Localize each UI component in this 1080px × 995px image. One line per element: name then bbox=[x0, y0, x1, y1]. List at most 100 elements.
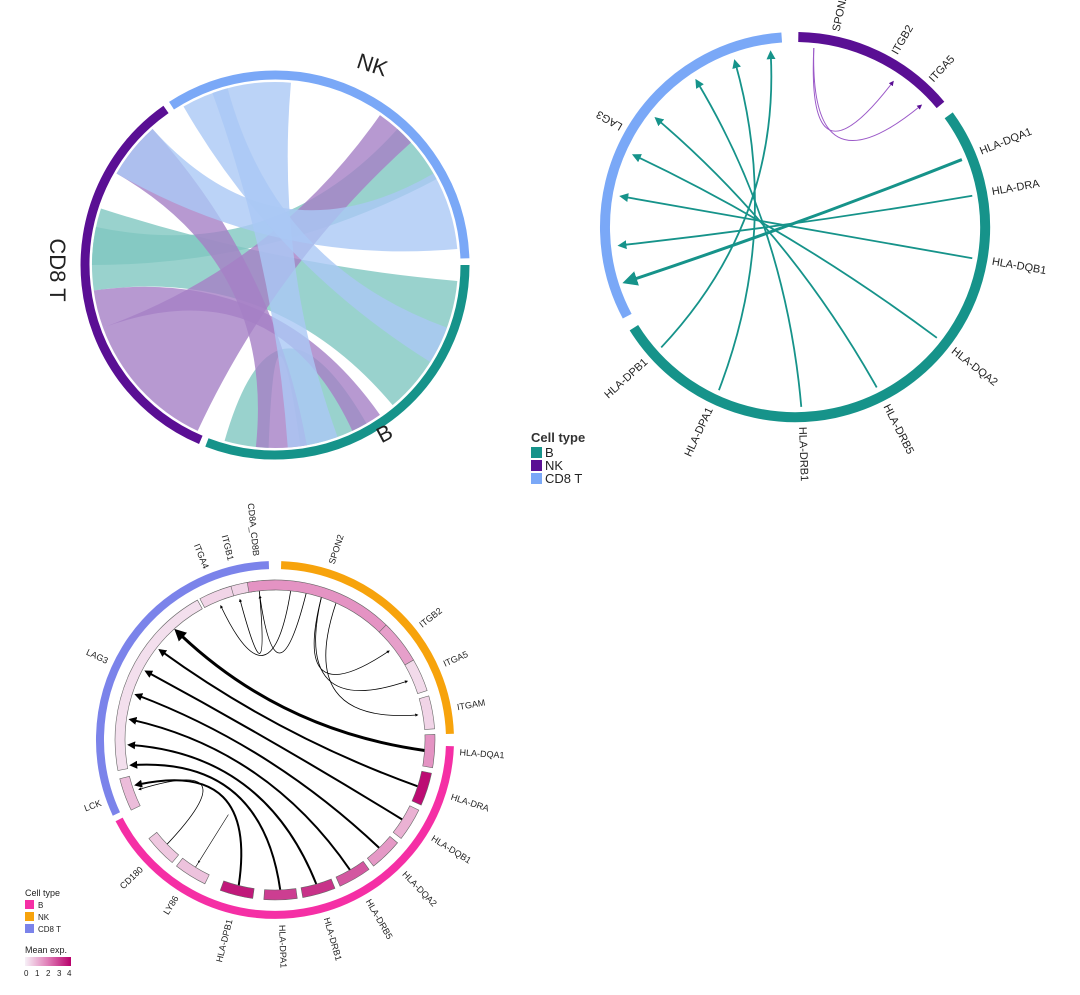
gene-label: SPON2 bbox=[831, 0, 850, 33]
sector-label-nk: NK bbox=[354, 48, 391, 81]
gene-label: LAG3 bbox=[594, 108, 624, 132]
expression-tile bbox=[176, 857, 210, 885]
panel-a-chords bbox=[92, 82, 458, 448]
sector-arc-b bbox=[205, 264, 470, 460]
ligand-receptor-link bbox=[134, 779, 243, 886]
sector-arc-nk bbox=[169, 70, 470, 259]
expression-tile bbox=[119, 775, 141, 811]
expression-tile bbox=[263, 888, 298, 901]
panel-b-legend: Cell type B NK CD8 T bbox=[531, 430, 585, 486]
legend-swatch-b bbox=[25, 900, 34, 909]
legend-title: Cell type bbox=[25, 888, 60, 898]
chord-cd8t-to-b bbox=[116, 129, 307, 448]
gene-label: HLA-DPA1 bbox=[683, 406, 716, 459]
scale-title: Mean exp. bbox=[25, 945, 67, 955]
ligand-receptor-link bbox=[313, 597, 390, 675]
ligand-receptor-link bbox=[619, 193, 973, 260]
gene-label: HLA-DQB1 bbox=[991, 256, 1047, 277]
legend-label-nk: NK bbox=[38, 913, 50, 922]
ligand-receptor-link bbox=[631, 154, 938, 339]
gene-label: HLA-DRA bbox=[450, 792, 491, 814]
panel-c-group-ring bbox=[95, 561, 454, 919]
gene-label: HLA-DPB1 bbox=[214, 918, 234, 963]
gene-label: ITGB1 bbox=[220, 534, 236, 562]
expression-tile bbox=[335, 860, 370, 887]
expression-tile bbox=[219, 880, 255, 899]
sector-arc-cd8t bbox=[80, 105, 203, 445]
ligand-receptor-link bbox=[174, 628, 425, 752]
legend-swatch-b bbox=[531, 447, 542, 458]
ligand-receptor-link bbox=[239, 590, 263, 654]
ligand-receptor-link bbox=[258, 593, 307, 654]
gene-label: HLA-DQB1 bbox=[430, 833, 473, 865]
legend-label-b: B bbox=[545, 445, 554, 460]
gene-label: HLA-DRB1 bbox=[322, 916, 344, 962]
panel-a-sector-ring bbox=[80, 70, 470, 460]
ligand-receptor-link bbox=[127, 741, 318, 885]
chord-nk-to-b-right bbox=[183, 88, 447, 362]
gene-label: HLA-DQA1 bbox=[459, 747, 505, 760]
gene-label: HLA-DRB1 bbox=[796, 427, 810, 482]
panel-b-gene-chord: HLA-DQA1 HLA-DRA HLA-DQB1 HLA-DQA2 HLA-DRB5 H… bbox=[531, 0, 1047, 486]
gene-label: ITGA5 bbox=[927, 53, 957, 84]
gene-label: HLA-DQA2 bbox=[400, 869, 438, 908]
legend-swatch-cd8t bbox=[25, 924, 34, 933]
ligand-receptor-link bbox=[144, 670, 403, 821]
gene-label: ITGB2 bbox=[417, 606, 444, 630]
ring-arc-cd8t bbox=[599, 32, 783, 319]
ring-arc-b bbox=[629, 112, 991, 423]
panel-c-links bbox=[127, 590, 425, 891]
scale-tick-1: 1 bbox=[35, 969, 40, 978]
panel-a-chord-diagram: NK B CD8 T bbox=[45, 48, 470, 460]
ligand-receptor-link bbox=[138, 779, 204, 845]
scale-tick-3: 3 bbox=[57, 969, 62, 978]
ligand-receptor-link bbox=[158, 648, 418, 788]
expression-tile bbox=[418, 695, 435, 730]
legend-label-nk: NK bbox=[545, 458, 563, 473]
gene-label: HLA-DPA1 bbox=[277, 925, 289, 969]
gene-label: HLA-DRB5 bbox=[881, 402, 916, 456]
chord-cd8t-to-nk bbox=[103, 115, 411, 431]
ligand-receptor-link-nk bbox=[813, 47, 923, 142]
gene-label: ITGA4 bbox=[192, 542, 211, 570]
panel-c-expression-tiles bbox=[114, 579, 436, 901]
gene-label: HLA-DRB5 bbox=[364, 897, 395, 941]
expression-tile bbox=[148, 831, 180, 863]
gene-label: CD8A_CD8B bbox=[246, 503, 261, 557]
expression-tile bbox=[366, 835, 398, 867]
ligand-receptor-link bbox=[617, 194, 973, 250]
expression-tile bbox=[392, 805, 420, 839]
gene-label: SPON2 bbox=[327, 533, 346, 565]
gene-label: HLA-DPB1 bbox=[602, 356, 650, 401]
legend-swatch-nk bbox=[531, 460, 542, 471]
gene-label: ITGAM bbox=[456, 697, 486, 712]
ring-arc-nk bbox=[280, 561, 454, 735]
gene-label: HLA-DQA2 bbox=[949, 345, 1000, 388]
ligand-receptor-link bbox=[325, 602, 419, 717]
ligand-receptor-link bbox=[195, 814, 229, 868]
chord-nk-to-cd8t bbox=[116, 129, 458, 252]
ring-arc-nk bbox=[798, 32, 945, 109]
ligand-receptor-link bbox=[695, 78, 803, 407]
scale-tick-0: 0 bbox=[24, 969, 29, 978]
expression-tile bbox=[404, 659, 428, 695]
gene-label: ITGA5 bbox=[442, 649, 470, 669]
ligand-receptor-link bbox=[654, 116, 878, 388]
ligand-receptor-link bbox=[128, 716, 351, 871]
expression-tile bbox=[411, 770, 432, 806]
gene-label: CD180 bbox=[118, 864, 145, 891]
gene-label: HLA-DQA1 bbox=[978, 126, 1034, 158]
ligand-receptor-link bbox=[134, 693, 380, 849]
expression-tile bbox=[199, 585, 235, 608]
gene-label: LCK bbox=[83, 798, 103, 813]
panel-c-expression-chord: CD8A_CD8B ITGB1 ITGA4 LAG3 LCK SPON2 ITGB2 ITGA… bbox=[24, 503, 505, 978]
gene-label: ITGB2 bbox=[890, 23, 916, 57]
expression-tile bbox=[300, 878, 336, 898]
sector-label-b: B bbox=[372, 419, 397, 448]
legend-swatch-cd8t bbox=[531, 473, 542, 484]
ring-arc-b bbox=[115, 745, 454, 919]
ligand-receptor-link bbox=[129, 760, 282, 891]
panel-c-legend: Cell type B NK CD8 T Mean exp. 0 1 2 3 4 bbox=[24, 888, 72, 978]
scale-tick-2: 2 bbox=[46, 969, 51, 978]
legend-label-cd8t: CD8 T bbox=[38, 925, 61, 934]
